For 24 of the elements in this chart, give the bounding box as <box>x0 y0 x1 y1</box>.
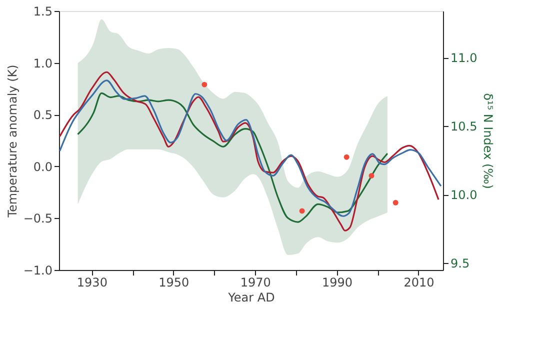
y2-tick-label: 11.0 <box>450 51 478 66</box>
y-tick-label: 1.5 <box>33 4 52 18</box>
point <box>202 82 208 88</box>
point <box>344 154 350 160</box>
line-series <box>76 92 388 223</box>
y-tick-label: 1.0 <box>33 56 52 70</box>
point <box>368 172 374 178</box>
y-tick-label: 0.5 <box>33 108 52 122</box>
y-tick-label: −0.5 <box>23 212 52 226</box>
point <box>392 200 398 206</box>
y-tick-label: 0.0 <box>33 160 52 174</box>
y2-axis-title: δ¹⁵ N Index (‰) <box>481 93 496 189</box>
x-tick-label: 1970 <box>240 276 271 290</box>
point <box>299 208 305 214</box>
y2-tick-label: 10.0 <box>450 188 478 202</box>
y-axis-title: Temperature anomaly (K) <box>5 64 20 218</box>
y2-tick-label: 10.5 <box>450 120 478 134</box>
x-tick-label: 2010 <box>404 276 434 290</box>
x-tick-label: 1950 <box>158 276 190 290</box>
x-tick-label: 1930 <box>76 276 108 290</box>
x-axis-title: Year AD <box>227 290 275 304</box>
x-tick-label: 1990 <box>322 276 353 290</box>
y-tick-label: −1.0 <box>23 264 52 278</box>
y2-tick-label: 9.5 <box>450 256 470 271</box>
